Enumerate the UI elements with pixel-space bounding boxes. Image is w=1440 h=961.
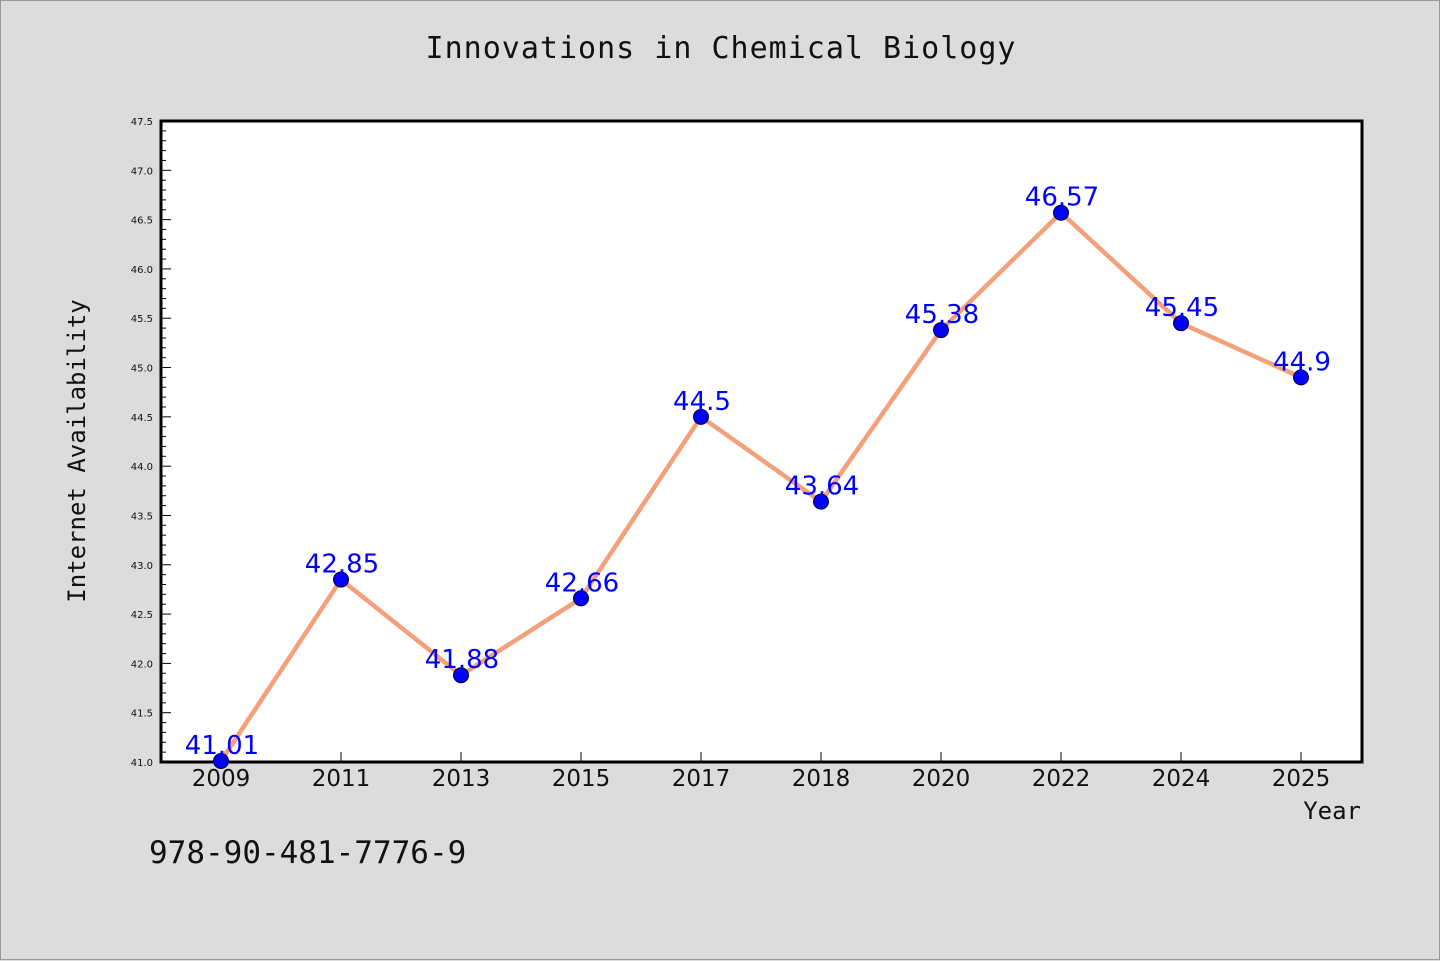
data-label: 41.01 <box>185 731 259 761</box>
x-tick-label: 2024 <box>1152 766 1211 792</box>
data-label: 44.9 <box>1273 347 1331 377</box>
data-point <box>693 408 709 425</box>
data-label: 45.38 <box>905 300 979 330</box>
y-tick-label: 43.5 <box>131 511 153 522</box>
data-point <box>1293 369 1309 386</box>
y-tick-label: 47.5 <box>131 117 153 128</box>
data-markers <box>213 204 1309 770</box>
x-tick-label: 2022 <box>1032 766 1091 792</box>
y-tick-label: 44.0 <box>131 462 153 473</box>
data-point <box>453 667 469 684</box>
data-point <box>333 571 349 588</box>
data-label: 45.45 <box>1145 293 1219 323</box>
data-label: 42.85 <box>305 550 379 580</box>
y-tick-label: 45.0 <box>131 364 153 375</box>
y-tick-label: 45.5 <box>131 314 153 325</box>
x-axis-ticks: 2009 2011 2013 2015 2017 2018 2020 2022 2024 2025 <box>192 752 1331 792</box>
x-tick-label: 2017 <box>672 766 731 792</box>
data-label: 41.88 <box>425 645 499 675</box>
data-label: 43.64 <box>785 472 859 502</box>
series-line <box>218 210 1304 764</box>
data-point <box>933 322 949 339</box>
y-axis-ticks: 41.0 41.5 42.0 42.5 43.0 43.5 44.0 44.5 45.0 45.5… <box>131 117 171 769</box>
data-point <box>813 493 829 510</box>
y-tick-label: 46.5 <box>131 216 153 227</box>
x-tick-label: 2018 <box>792 766 851 792</box>
data-point <box>213 753 229 770</box>
data-labels: 41.01 42.85 41.88 42.66 44.5 43.64 45.38 46.57 4… <box>185 183 1331 761</box>
data-label: 44.5 <box>673 387 731 417</box>
plot-area <box>159 119 1364 764</box>
y-tick-label: 42.5 <box>131 610 153 621</box>
x-tick-label: 2009 <box>192 766 251 792</box>
chart-title: Innovations in Chemical Biology <box>425 31 1017 66</box>
data-point <box>1173 315 1189 332</box>
data-point <box>573 590 589 607</box>
y-tick-label: 41.5 <box>131 709 153 720</box>
y-tick-label: 43.0 <box>131 561 153 572</box>
isbn-text: 978-90-481-7776-9 <box>149 835 467 871</box>
data-label: 42.66 <box>545 568 619 598</box>
series-line-group <box>218 210 1304 764</box>
data-point <box>1053 204 1069 221</box>
y-tick-label: 44.5 <box>131 413 153 424</box>
y-tick-label: 41.0 <box>131 758 153 769</box>
y-tick-label: 42.0 <box>131 659 153 670</box>
x-tick-label: 2025 <box>1272 766 1331 792</box>
y-tick-label: 46.0 <box>131 265 153 276</box>
x-tick-label: 2015 <box>552 766 611 792</box>
y-tick-label: 47.0 <box>131 166 153 177</box>
x-tick-label: 2013 <box>432 766 491 792</box>
x-tick-label: 2020 <box>912 766 971 792</box>
x-tick-label: 2011 <box>312 766 371 792</box>
data-label: 46.57 <box>1025 183 1099 213</box>
x-axis-label: Year <box>1303 797 1361 825</box>
